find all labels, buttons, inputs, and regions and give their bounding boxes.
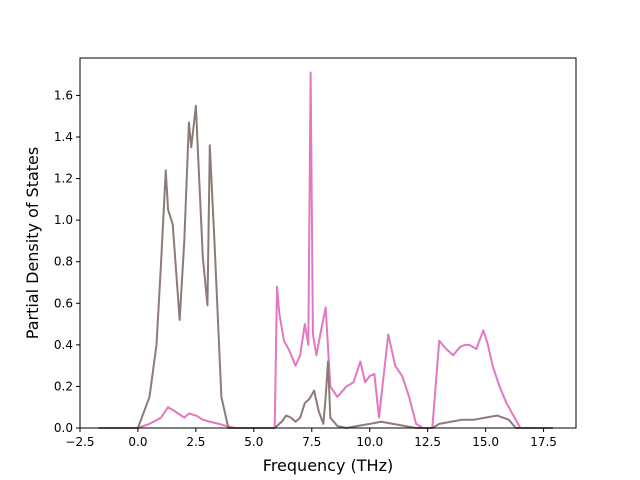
y-tick-label: 1.2 <box>54 172 73 186</box>
x-tick-label: 2.5 <box>186 435 205 449</box>
y-axis: 0.0 0.2 0.4 0.6 0.8 1.0 1.2 1.4 1.6 <box>54 88 80 435</box>
series-line-1 <box>98 71 553 429</box>
y-axis-label: Partial Density of States <box>23 147 42 339</box>
x-axis: −2.5 0.0 2.5 5.0 7.5 10.0 12.5 15.0 17.5 <box>65 428 557 449</box>
y-tick-label: 1.0 <box>54 213 73 227</box>
x-tick-label: 12.5 <box>414 435 441 449</box>
axes-frame <box>79 57 577 429</box>
x-tick-label: 17.5 <box>530 435 557 449</box>
x-tick-label: 0.0 <box>128 435 147 449</box>
y-tick-label: 1.6 <box>54 88 73 102</box>
y-tick-label: 0.0 <box>54 421 73 435</box>
series-line-2 <box>98 104 553 429</box>
y-tick-label: 0.8 <box>54 255 73 269</box>
x-tick-label: 10.0 <box>356 435 383 449</box>
x-tick-label: −2.5 <box>65 435 94 449</box>
x-tick-label: 7.5 <box>302 435 321 449</box>
x-tick-label: 5.0 <box>244 435 263 449</box>
y-tick-label: 0.2 <box>54 379 73 393</box>
y-tick-label: 1.4 <box>54 130 73 144</box>
x-axis-label: Frequency (THz) <box>263 456 393 475</box>
y-tick-label: 0.4 <box>54 338 73 352</box>
x-tick-label: 15.0 <box>472 435 499 449</box>
y-tick-label: 0.6 <box>54 296 73 310</box>
series-layer <box>98 71 553 429</box>
